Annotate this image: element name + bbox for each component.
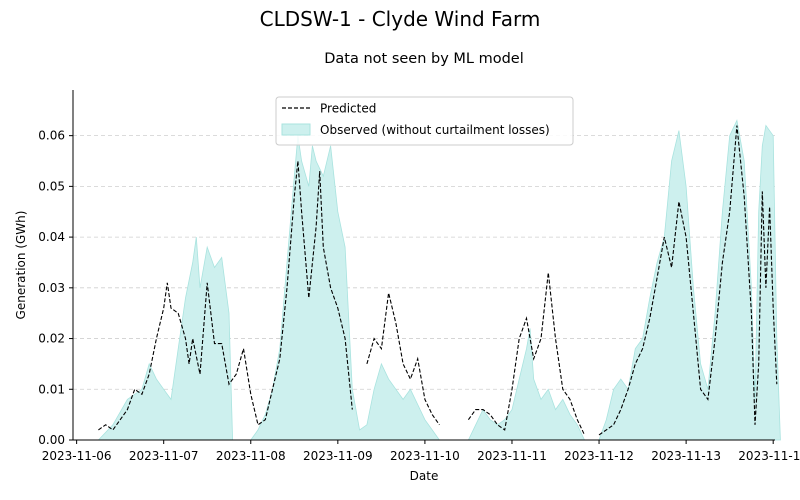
- legend: Predicted Observed (without curtailment …: [275, 96, 574, 146]
- y-tick-label: 0.05: [38, 179, 65, 193]
- observed-area-segment: [467, 328, 586, 441]
- y-axis-title: Generation (GWh): [14, 211, 28, 320]
- x-tick-label: 2023-11-13: [651, 449, 721, 463]
- y-tick-label: 0.06: [38, 129, 65, 143]
- observed-area-series: [97, 119, 781, 441]
- predicted-line-series: [98, 125, 778, 436]
- x-tick-label: 2023-11-10: [390, 449, 460, 463]
- y-tick-label: 0.03: [38, 281, 65, 295]
- x-tick-label: 2023-11-08: [216, 449, 286, 463]
- legend-observed-label: Observed (without curtailment losses): [320, 123, 550, 137]
- legend-observed-swatch: [281, 123, 311, 136]
- predicted-line-segment: [598, 125, 778, 436]
- predicted-line-segment: [366, 292, 440, 426]
- x-tick-label: 2023-11-14: [738, 449, 800, 463]
- x-tick-label: 2023-11-12: [564, 449, 634, 463]
- x-axis-title: Date: [410, 469, 439, 483]
- x-tick-label: 2023-11-07: [129, 449, 199, 463]
- observed-area-segment: [97, 237, 234, 441]
- y-tick-label: 0.00: [38, 433, 65, 447]
- y-axis-ticks: 0.00 0.01 0.02 0.03 0.04 0.05 0.06: [38, 129, 73, 447]
- legend-predicted-label: Predicted: [320, 102, 376, 116]
- y-tick-label: 0.02: [38, 332, 65, 346]
- observed-area-segment: [250, 135, 441, 441]
- y-tick-label: 0.04: [38, 230, 65, 244]
- x-tick-label: 2023-11-09: [303, 449, 373, 463]
- y-tick-label: 0.01: [38, 382, 65, 396]
- x-tick-label: 2023-11-11: [477, 449, 547, 463]
- x-axis-ticks: 2023-11-06 2023-11-07 2023-11-08 2023-11-09…: [42, 440, 800, 463]
- predicted-line-segment: [98, 160, 353, 431]
- chart-title: CLDSW-1 - Clyde Wind Farm: [260, 7, 541, 31]
- legend-box: [275, 96, 574, 146]
- chart-subtitle: Data not seen by ML model: [324, 51, 524, 67]
- predicted-line-segment: [467, 272, 585, 436]
- x-tick-label: 2023-11-06: [42, 449, 112, 463]
